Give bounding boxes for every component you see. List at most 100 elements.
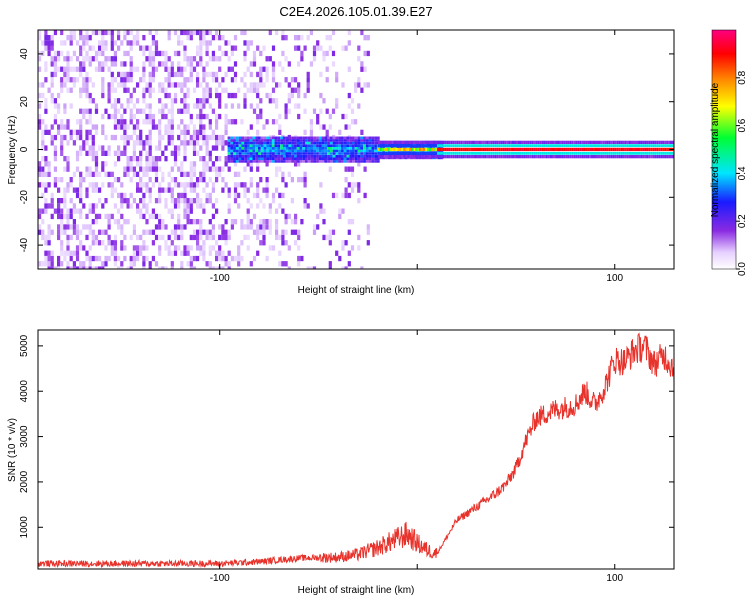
heatmap-cell-1529	[271, 98, 276, 104]
heatmap-cell-181	[63, 124, 67, 130]
heatmap-cell-2716	[448, 151, 451, 155]
heatmap-cell-791	[151, 166, 155, 172]
heatmap-cell-1814	[363, 66, 367, 72]
heatmap-cell-2302	[357, 136, 361, 140]
heatmap-cell-1386	[240, 30, 244, 36]
heatmap-cell-1099	[196, 219, 200, 225]
heatmap-cell-1446	[256, 250, 260, 256]
heatmap-cell-2163	[321, 160, 325, 163]
heatmap-cell-622	[129, 255, 133, 262]
heatmap-cell-2013	[280, 160, 283, 163]
heatmap-cell-3277	[670, 140, 672, 144]
heatmap-cell-2106	[305, 152, 308, 155]
heatmap-cell-2651	[423, 151, 426, 155]
heatmap-cell-675	[136, 156, 140, 162]
heatmap-cell-1820	[366, 82, 370, 88]
heatmap-cell-3123	[608, 155, 611, 159]
heatmap-cell-740	[145, 182, 149, 188]
heatmap-cell-1353	[233, 182, 238, 188]
heatmap-cell-3064	[587, 147, 590, 152]
heatmap-cell-3222	[648, 140, 651, 144]
snr-xlabel: Height of straight line (km)	[298, 585, 415, 596]
heatmap-cell-1431	[249, 87, 253, 93]
heatmap-cell-1295	[221, 134, 225, 141]
heatmap-cell-344	[85, 50, 89, 57]
heatmap-cell-1198	[208, 266, 212, 269]
heatmap-cell-671	[136, 187, 140, 193]
heatmap-cell-2945	[539, 144, 542, 148]
heatmap-cell-1226	[211, 213, 215, 220]
heatmap-cell-3029	[573, 147, 576, 152]
heatmap-cell-589	[123, 129, 127, 135]
heatmap-cell-513	[113, 250, 117, 256]
heatmap-cell-1694	[319, 71, 323, 78]
heatmap-cell-109	[53, 177, 57, 183]
heatmap-cell-1886	[244, 152, 247, 155]
heatmap-cell-1933	[258, 160, 261, 163]
heatmap-cell-334	[85, 134, 89, 141]
heatmap-cell-504	[110, 71, 114, 78]
heatmap-cell-1574	[281, 50, 285, 57]
heatmap-cell-1944	[260, 157, 264, 161]
heatmap-cell-51	[44, 156, 48, 162]
heatmap-cell-3182	[632, 140, 635, 144]
heatmap-cell-557	[120, 245, 124, 251]
heatmap-cell-2664	[429, 147, 432, 152]
heatmap-cell-2233	[341, 160, 344, 163]
heatmap-cell-2779	[474, 147, 477, 152]
heatmap-cell-129	[57, 229, 61, 235]
heatmap-cell-1698	[322, 208, 326, 214]
heatmap-cell-3028	[571, 155, 574, 159]
heatmap-cell-1689	[319, 182, 323, 188]
heatmap-cell-21	[41, 234, 45, 241]
heatmap-cell-1085	[192, 140, 197, 146]
heatmap-cell-455	[101, 30, 105, 36]
heatmap-cell-1628	[297, 177, 301, 183]
spectrogram-xtick-label-2: 100	[606, 273, 623, 284]
heatmap-cell-685	[136, 35, 140, 41]
heatmap-cell-8	[38, 161, 42, 167]
heatmap-cell-517	[113, 219, 117, 225]
heatmap-cell-3124	[610, 147, 613, 152]
heatmap-cell-1294	[221, 140, 225, 146]
heatmap-cell-2019	[280, 144, 283, 147]
heatmap-cell-2326	[365, 152, 369, 155]
heatmap-cell-2024	[282, 157, 286, 161]
heatmap-cell-363	[88, 119, 92, 125]
heatmap-cell-2503	[429, 146, 433, 149]
heatmap-cell-2608	[405, 155, 408, 159]
heatmap-cell-2579	[395, 147, 398, 152]
heatmap-cell-1091	[192, 66, 197, 72]
heatmap-cell-2846	[500, 151, 503, 155]
heatmap-cell-2637	[417, 140, 420, 144]
heatmap-cell-1234	[211, 129, 215, 135]
heatmap-cell-1684	[316, 113, 320, 120]
heatmap-cell-2793	[478, 155, 481, 159]
heatmap-cell-76	[47, 166, 51, 172]
heatmap-cell-940	[173, 161, 178, 167]
heatmap-cell-3226	[650, 151, 653, 155]
heatmap-cell-2032	[282, 136, 286, 140]
heatmap-cell-1041	[186, 77, 190, 83]
heatmap-cell-1975	[269, 154, 272, 158]
heatmap-cell-597	[123, 61, 127, 67]
heatmap-cell-2246	[343, 152, 347, 155]
heatmap-cell-521	[113, 161, 117, 167]
heatmap-cell-908	[170, 240, 174, 246]
heatmap-cell-1807	[360, 66, 364, 72]
heatmap-cell-1511	[268, 224, 272, 230]
heatmap-cell-1006	[183, 156, 187, 162]
heatmap-cell-2809	[486, 147, 489, 152]
heatmap-cell-1995	[274, 154, 278, 158]
heatmap-cell-990	[180, 82, 184, 88]
heatmap-cell-306	[82, 224, 86, 230]
heatmap-cell-2297	[357, 149, 361, 153]
heatmap-cell-2546	[381, 151, 384, 155]
heatmap-cell-623	[129, 234, 133, 241]
heatmap-cell-2535	[377, 144, 380, 148]
heatmap-cell-1701	[322, 98, 326, 104]
heatmap-cell-1639	[297, 35, 301, 41]
heatmap-cell-2333	[368, 160, 372, 163]
heatmap-cell-2038	[285, 147, 289, 150]
heatmap-cell-1645	[300, 35, 304, 41]
